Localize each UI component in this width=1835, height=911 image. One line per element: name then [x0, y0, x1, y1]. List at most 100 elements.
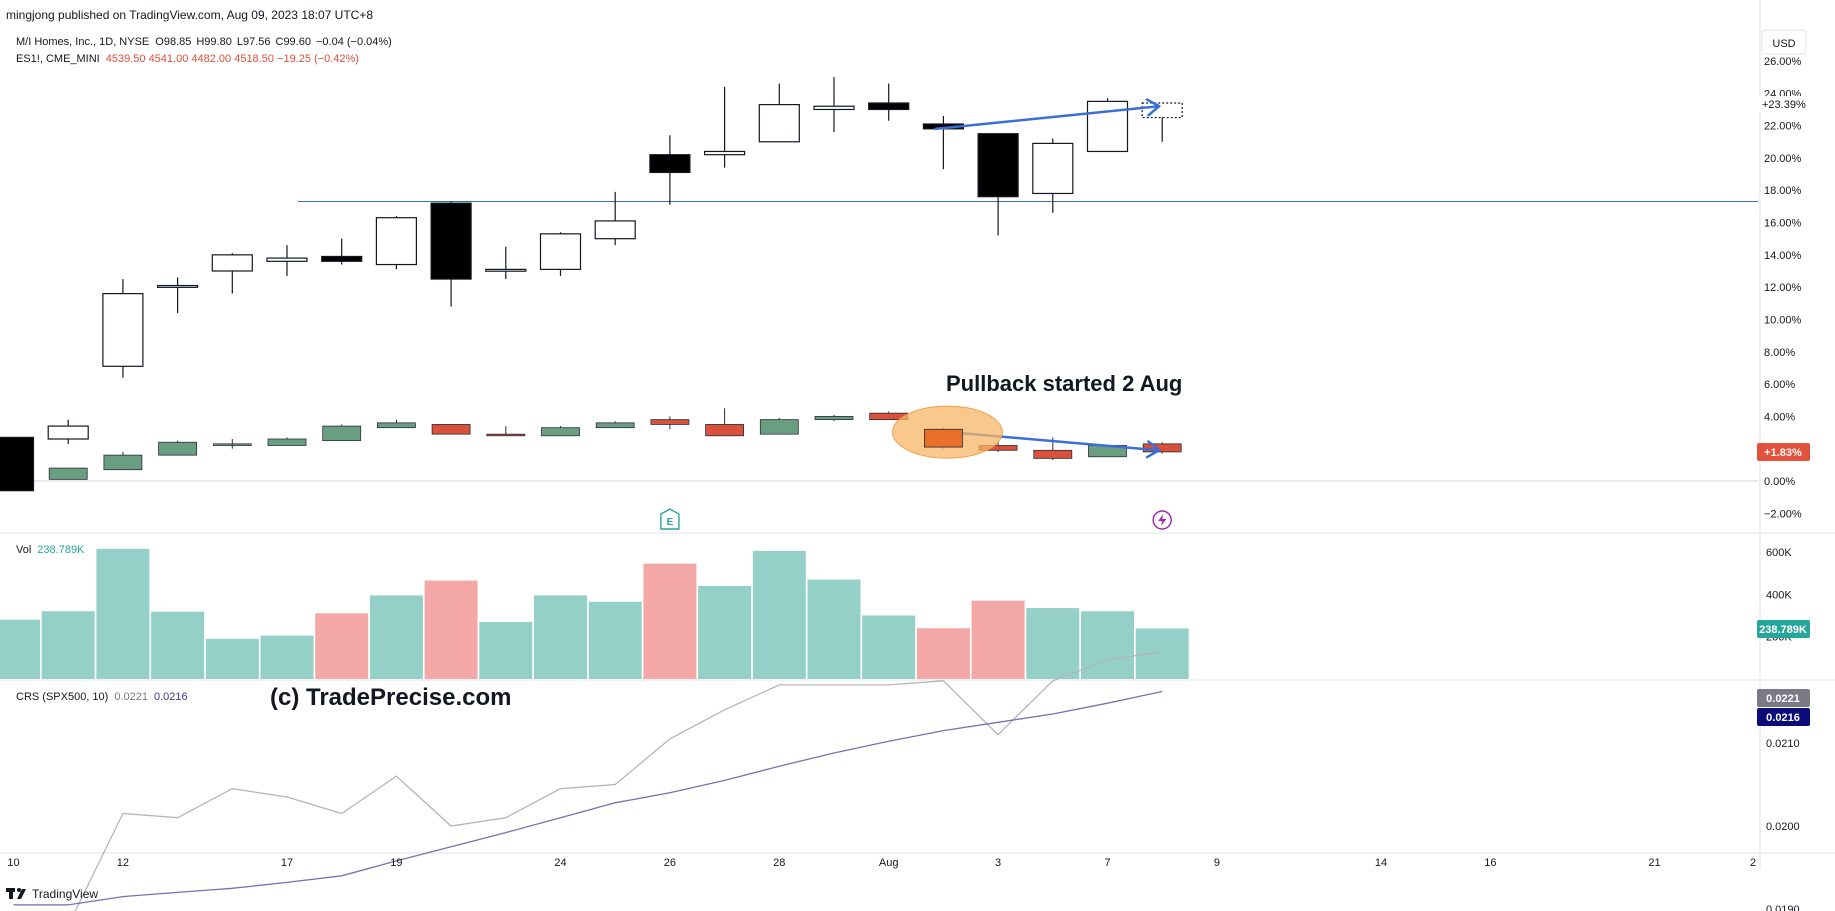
crs-axis-label: 0.0190: [1766, 904, 1800, 911]
tradingview-logo[interactable]: TradingView: [6, 887, 98, 901]
volume-bar[interactable]: [807, 579, 861, 679]
crs-last-badge-bg: [1757, 689, 1810, 707]
main-candle[interactable]: [1032, 142, 1074, 195]
price-axis-label: 18.00%: [1764, 185, 1802, 197]
volume-bar[interactable]: [1081, 611, 1134, 679]
volume-bar[interactable]: [534, 595, 587, 679]
compare-candle[interactable]: [595, 422, 635, 429]
crs-legend-v1: 0.0221: [114, 691, 148, 703]
main-candle[interactable]: [430, 202, 472, 280]
compare-candle[interactable]: [705, 424, 744, 437]
volume-bar[interactable]: [916, 628, 970, 679]
crs-axis-label: 0.0200: [1766, 821, 1800, 833]
compare-candle[interactable]: [541, 427, 580, 437]
main-legend-name: M/I Homes, Inc., 1D, NYSE: [16, 36, 149, 48]
volume-bar[interactable]: [205, 638, 259, 679]
currency-button[interactable]: [1761, 29, 1807, 55]
main-candle[interactable]: [375, 217, 417, 266]
volume-legend-value: 238.789K: [37, 544, 85, 556]
volume-bar[interactable]: [643, 563, 697, 679]
time-axis-label: 16: [1484, 857, 1496, 869]
main-legend[interactable]: M/I Homes, Inc., 1D, NYSE O98.85 H99.80 L97…: [16, 36, 392, 48]
compare-candle[interactable]: [650, 419, 690, 425]
main-candle[interactable]: [157, 284, 199, 288]
earnings-event-icon[interactable]: [660, 508, 680, 530]
crs-legend[interactable]: CRS (SPX500, 10) 0.0221 0.0216: [16, 691, 188, 703]
compare-candle[interactable]: [322, 425, 362, 442]
volume-bar[interactable]: [369, 595, 423, 679]
watermark-text: (c) TradePrecise.com: [270, 684, 511, 711]
volume-legend[interactable]: Vol 238.789K: [16, 544, 85, 556]
volume-bar[interactable]: [151, 611, 205, 679]
compare-candle[interactable]: [1142, 443, 1182, 453]
main-candle[interactable]: [211, 254, 253, 272]
compare-candle[interactable]: [48, 467, 88, 480]
volume-bar[interactable]: [1026, 608, 1080, 679]
time-axis-label: 7: [1104, 857, 1110, 869]
lightning-icon: [1158, 514, 1167, 526]
volume-bar[interactable]: [96, 548, 150, 679]
price-axis-label: 10.00%: [1764, 314, 1802, 326]
volume-bar[interactable]: [479, 621, 533, 679]
compare-candle[interactable]: [212, 443, 252, 446]
main-candle[interactable]: [321, 255, 363, 262]
crs-last-badge: 0.0221: [1766, 693, 1800, 705]
time-axis-label: 9: [1214, 857, 1220, 869]
crs-ma-line[interactable]: [13, 690, 1163, 906]
main-candle[interactable]: [47, 425, 89, 440]
compare-candle[interactable]: [814, 415, 854, 421]
compare-candle-highlighted[interactable]: [924, 428, 963, 448]
main-candle[interactable]: [266, 257, 308, 262]
compare-legend-name: ES1!, CME_MINI: [16, 53, 100, 65]
price-axis-label: 20.00%: [1764, 153, 1802, 165]
price-axis-label: 0.00%: [1764, 476, 1795, 488]
volume-bar[interactable]: [588, 601, 642, 679]
main-last-badge-bg: [1758, 96, 1810, 112]
compare-legend-values: 4539.50 4541.00 4482.00 4518.50 −19.25 (…: [106, 53, 359, 65]
compare-candle[interactable]: [431, 424, 471, 435]
crs-line[interactable]: [14, 651, 1163, 911]
volume-bar[interactable]: [698, 585, 752, 679]
volume-bar[interactable]: [0, 619, 40, 679]
volume-bar[interactable]: [752, 550, 806, 679]
main-candle[interactable]: [0, 436, 35, 492]
main-candle[interactable]: [703, 150, 746, 156]
main-candle[interactable]: [977, 133, 1019, 198]
trend-arrow-head: [1145, 98, 1161, 117]
compare-candle[interactable]: [103, 454, 143, 471]
main-candle[interactable]: [102, 293, 144, 367]
compare-last-badge: +1.83%: [1764, 447, 1802, 459]
volume-bar[interactable]: [41, 611, 95, 679]
main-candle[interactable]: [485, 268, 527, 272]
volume-bar[interactable]: [315, 613, 369, 679]
compare-candle[interactable]: [486, 433, 526, 437]
main-candle[interactable]: [813, 105, 855, 111]
earnings-event-label: E: [667, 517, 674, 528]
tradingview-logo-icon: [6, 888, 26, 899]
compare-last-badge-bg: [1757, 443, 1810, 461]
compare-candle[interactable]: [158, 441, 198, 456]
main-candle[interactable]: [594, 220, 636, 240]
compare-legend[interactable]: ES1!, CME_MINI 4539.50 4541.00 4482.00 45…: [16, 53, 359, 65]
trend-arrow-line[interactable]: [934, 104, 1161, 131]
compare-candle[interactable]: [267, 438, 307, 446]
compare-candle[interactable]: [1033, 449, 1073, 459]
volume-last-badge-bg: [1757, 620, 1810, 638]
volume-bar[interactable]: [862, 615, 916, 680]
main-candle[interactable]: [758, 104, 800, 143]
time-axis-label: 14: [1375, 857, 1387, 869]
main-legend-change: −0.04 (−0.04%): [316, 36, 392, 48]
main-candle[interactable]: [539, 233, 582, 270]
volume-bar[interactable]: [1135, 628, 1189, 679]
crs-legend-v2: 0.0216: [154, 691, 188, 703]
volume-bar[interactable]: [971, 600, 1025, 679]
main-candle[interactable]: [868, 102, 910, 111]
time-axis-label: 2: [1750, 857, 1756, 869]
compare-candle[interactable]: [376, 422, 416, 429]
volume-bar[interactable]: [424, 580, 478, 679]
volume-bar[interactable]: [260, 635, 314, 679]
compare-candle[interactable]: [759, 419, 799, 435]
annotation-pullback-text[interactable]: Pullback started 2 Aug: [946, 371, 1182, 396]
main-candle[interactable]: [649, 154, 691, 174]
